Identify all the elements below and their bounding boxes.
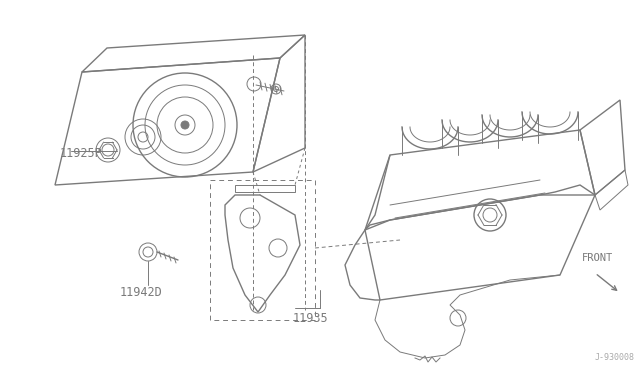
Text: 11935: 11935 — [293, 311, 328, 324]
Text: 11942D: 11942D — [120, 285, 163, 298]
Text: J-930008: J-930008 — [595, 353, 635, 362]
Text: 11925P: 11925P — [60, 147, 103, 160]
Text: FRONT: FRONT — [582, 253, 613, 263]
Circle shape — [181, 121, 189, 129]
